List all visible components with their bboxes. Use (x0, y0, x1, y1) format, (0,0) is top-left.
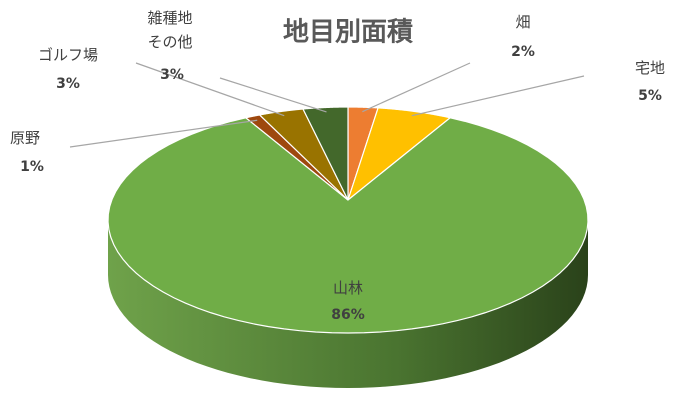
value-label: 3% (56, 76, 80, 92)
slice (346, 107, 452, 202)
leader-line (411, 75, 585, 117)
value-label: 3% (160, 67, 184, 83)
slice (107, 117, 589, 334)
category-label: 雑種地 その他 (147, 9, 193, 51)
slice (258, 108, 349, 201)
value-label: 2% (511, 44, 535, 60)
value-label: 5% (638, 88, 662, 104)
category-label: 畑 (515, 13, 531, 31)
category-label: 山林 (332, 279, 364, 297)
value-label: 1% (20, 159, 44, 175)
slice (244, 114, 349, 201)
leader-line (219, 77, 327, 113)
leader-line (69, 119, 258, 148)
value-label: 86% (331, 307, 365, 323)
slice (302, 106, 349, 201)
leader-line (135, 62, 285, 117)
leader-line (362, 62, 471, 113)
category-label: ゴルフ場 (37, 46, 99, 64)
chart-title: 地目別面積 (282, 17, 414, 48)
category-label: 宅地 (634, 59, 666, 77)
category-label: 原野 (9, 129, 41, 147)
slice-side (108, 220, 588, 388)
